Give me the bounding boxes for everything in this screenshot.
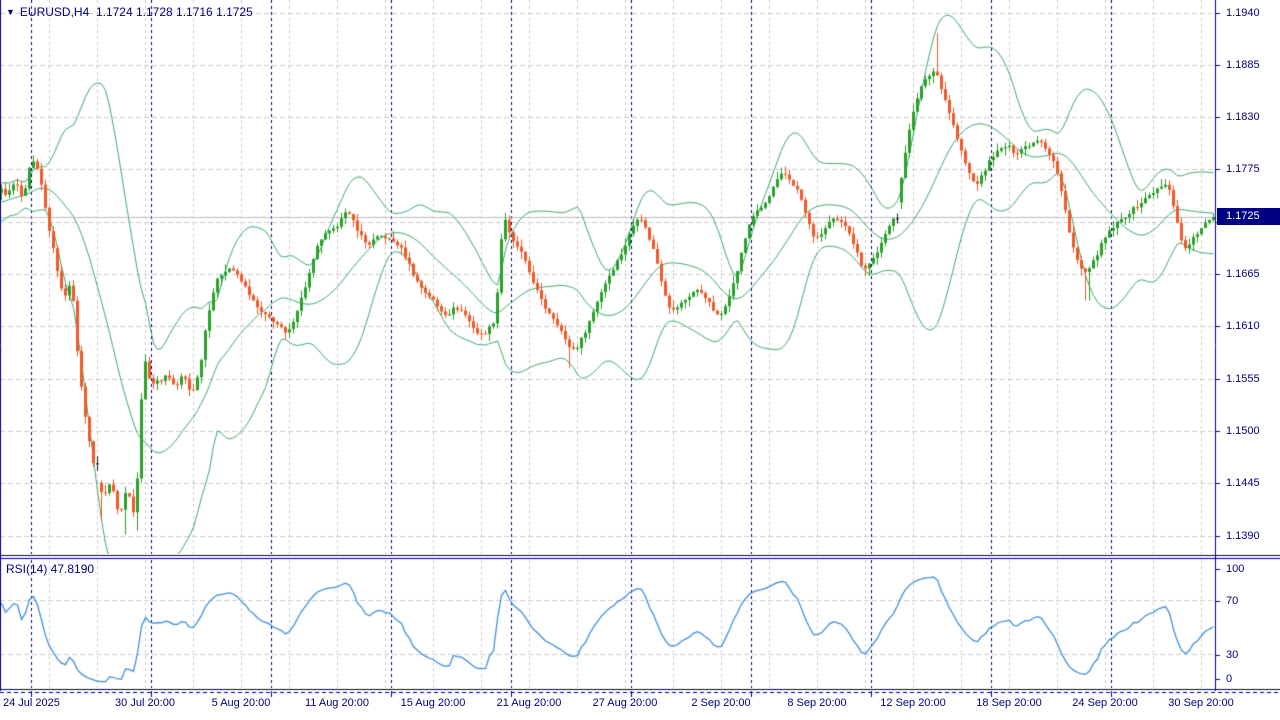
time-axis-label: 11 Aug 20:00 <box>304 697 370 709</box>
time-axis-label: 21 Aug 20:00 <box>496 697 562 709</box>
symbol-dropdown-icon[interactable]: ▼ <box>6 7 15 17</box>
price-axis-label: 1.1885 <box>1226 58 1260 71</box>
time-axis-label: 12 Sep 20:00 <box>880 697 946 709</box>
rsi-axis-label: 70 <box>1226 594 1239 607</box>
price-axis-label: 1.1610 <box>1226 320 1260 333</box>
price-axis-label: 1.1775 <box>1226 163 1260 176</box>
price-axis-label: 1.1830 <box>1226 111 1260 124</box>
time-axis-label: 27 Aug 20:00 <box>592 697 658 709</box>
current-price-tag: 1.1725 <box>1217 208 1280 225</box>
price-axis-label: 1.1390 <box>1226 529 1260 542</box>
time-axis-label: 24 Jul 2025 <box>3 697 60 709</box>
symbol-readout: ▼ EURUSD,H4 1.1724 1.1728 1.1716 1.1725 <box>6 5 253 19</box>
time-axis-label: 15 Aug 20:00 <box>400 697 466 709</box>
time-axis-label: 2 Sep 20:00 <box>691 697 751 709</box>
rsi-axis-label: 0 <box>1226 673 1233 685</box>
rsi-axis-label: 100 <box>1226 563 1245 575</box>
price-axis-label: 1.1445 <box>1226 477 1260 490</box>
time-axis-label: 30 Jul 20:00 <box>115 697 175 709</box>
current-price-value: 1.1725 <box>1226 210 1260 222</box>
price-axis-label: 1.1665 <box>1226 268 1260 280</box>
time-axis-label: 30 Sep 20:00 <box>1168 697 1234 709</box>
symbol-label: EURUSD,H4 <box>19 5 90 19</box>
rsi-indicator-label: RSI(14) 47.8190 <box>6 562 95 576</box>
rsi-axis-label: 30 <box>1226 648 1239 661</box>
time-axis-label: 8 Sep 20:00 <box>787 697 847 709</box>
time-axis-label: 18 Sep 20:00 <box>976 697 1042 709</box>
ohlc-spacer <box>89 5 96 19</box>
price-axis-label: 1.1555 <box>1226 372 1260 385</box>
price-axis-label: 1.1940 <box>1226 6 1260 19</box>
time-axis-label: 5 Aug 20:00 <box>211 697 271 709</box>
ohlc-readout: 1.1724 1.1728 1.1716 1.1725 <box>95 5 253 19</box>
price-axis-label: 1.1500 <box>1226 424 1260 437</box>
time-axis-label: 24 Sep 20:00 <box>1072 697 1138 709</box>
